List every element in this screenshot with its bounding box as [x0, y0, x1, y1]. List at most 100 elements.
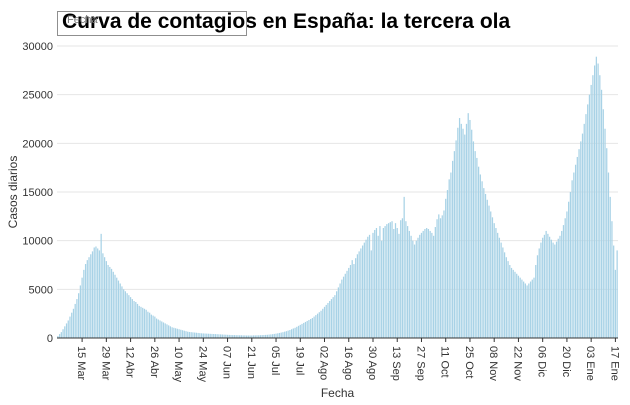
- bar: [432, 235, 435, 338]
- bar: [69, 316, 71, 338]
- bar: [587, 104, 589, 339]
- bar: [562, 225, 565, 338]
- y-axis-label: Casos diarios: [6, 156, 20, 229]
- bar: [126, 293, 128, 338]
- x-tick-label: 24 May: [196, 346, 208, 383]
- bar: [150, 314, 152, 338]
- bar: [207, 333, 210, 338]
- y-tick-label: 30000: [22, 41, 53, 53]
- bar: [353, 264, 355, 338]
- x-tick-label: 22 Nov: [511, 346, 523, 381]
- bar: [604, 128, 606, 338]
- bar: [289, 330, 291, 338]
- bar: [112, 271, 114, 338]
- bar: [57, 336, 59, 338]
- chart-title: Curva de contagios en España: la tercera…: [62, 10, 511, 33]
- bar: [490, 211, 492, 338]
- bar: [542, 237, 544, 338]
- bar: [313, 316, 315, 338]
- bar: [367, 236, 369, 338]
- x-tick-label: 10 May: [172, 346, 184, 383]
- bar: [497, 232, 499, 338]
- bar: [514, 271, 516, 338]
- bar: [512, 269, 514, 338]
- bar: [209, 333, 211, 338]
- bar: [90, 254, 92, 338]
- bar: [529, 281, 532, 338]
- bar: [412, 240, 414, 338]
- bar: [278, 332, 281, 338]
- bar: [320, 310, 322, 338]
- bar: [133, 301, 135, 338]
- bar: [505, 257, 507, 338]
- bar: [271, 334, 274, 338]
- bar: [155, 318, 158, 338]
- bar: [372, 232, 374, 338]
- bar: [543, 234, 546, 338]
- bar: [503, 252, 506, 338]
- x-tick-label: 16 Ago: [342, 346, 354, 380]
- bar: [220, 334, 222, 338]
- bar: [109, 266, 111, 338]
- bar: [162, 322, 165, 338]
- bar: [382, 228, 385, 338]
- bar: [427, 228, 430, 338]
- bar: [116, 277, 118, 338]
- hover-tooltip-label: Fecha: [67, 14, 98, 26]
- bar: [381, 240, 383, 338]
- bar: [594, 65, 596, 338]
- bar: [429, 230, 431, 338]
- bar: [337, 287, 339, 338]
- bar: [178, 329, 180, 338]
- bar: [408, 230, 410, 338]
- bar: [119, 283, 121, 338]
- bar: [98, 250, 101, 338]
- bar: [200, 333, 203, 338]
- bar: [301, 323, 303, 338]
- bar: [145, 309, 147, 338]
- bar: [531, 279, 533, 338]
- bar: [60, 332, 62, 338]
- bar: [614, 269, 617, 338]
- bar: [221, 334, 223, 338]
- bar: [290, 329, 293, 338]
- bar: [469, 119, 471, 338]
- bar: [123, 289, 125, 338]
- bar: [86, 260, 88, 338]
- bar: [232, 335, 234, 338]
- bar: [284, 331, 286, 338]
- bar: [536, 255, 539, 338]
- bar: [83, 269, 85, 338]
- y-tick-label: 20000: [22, 138, 53, 150]
- bar: [110, 268, 113, 338]
- bar: [422, 230, 424, 338]
- bar: [389, 222, 391, 338]
- bar: [235, 335, 237, 338]
- x-tick-label: 13 Sep: [390, 346, 402, 381]
- x-tick-label: 03 Ene: [584, 346, 596, 381]
- x-tick-label: 27 Sep: [414, 346, 426, 381]
- bar: [495, 228, 497, 338]
- bar: [356, 254, 359, 338]
- bar: [457, 127, 459, 338]
- bar: [297, 325, 300, 338]
- x-tick-label: 15 Mar: [75, 346, 87, 381]
- bar: [361, 245, 364, 338]
- bar: [554, 244, 556, 338]
- bar: [190, 332, 192, 338]
- bar: [453, 151, 455, 338]
- bar: [613, 245, 615, 338]
- bar: [142, 307, 144, 338]
- bar: [256, 335, 258, 338]
- bar: [398, 233, 400, 338]
- bar: [197, 332, 199, 338]
- bar: [206, 333, 208, 338]
- bar: [159, 320, 161, 338]
- hover-tooltip-box: [57, 11, 247, 36]
- x-tick-label: 06 Dic: [536, 346, 548, 378]
- bar: [285, 331, 288, 338]
- bar: [128, 295, 130, 338]
- bar: [462, 128, 464, 338]
- bar: [114, 274, 116, 338]
